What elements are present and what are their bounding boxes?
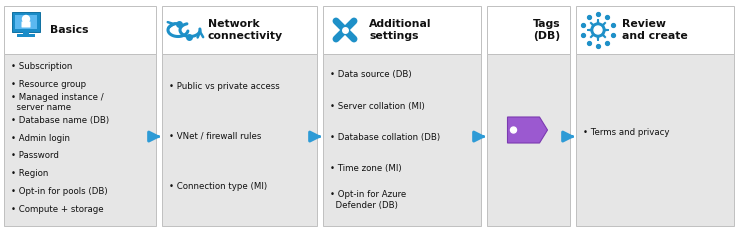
FancyBboxPatch shape xyxy=(15,15,37,29)
Polygon shape xyxy=(587,29,591,31)
FancyBboxPatch shape xyxy=(576,54,734,226)
FancyBboxPatch shape xyxy=(487,6,570,54)
Text: • Time zone (MI): • Time zone (MI) xyxy=(330,164,401,173)
Text: • Database collation (DB): • Database collation (DB) xyxy=(330,133,440,142)
Polygon shape xyxy=(597,37,600,41)
Circle shape xyxy=(22,15,30,22)
FancyBboxPatch shape xyxy=(22,21,30,27)
Text: • Opt-in for Azure
  Defender (DB): • Opt-in for Azure Defender (DB) xyxy=(330,190,407,210)
FancyBboxPatch shape xyxy=(162,54,317,226)
Text: • Managed instance /
  server name: • Managed instance / server name xyxy=(11,93,104,112)
FancyBboxPatch shape xyxy=(323,6,481,54)
Text: • Admin login: • Admin login xyxy=(11,134,70,143)
Text: Additional
settings: Additional settings xyxy=(369,19,432,41)
Text: • Region: • Region xyxy=(11,169,48,178)
Polygon shape xyxy=(602,21,606,26)
FancyBboxPatch shape xyxy=(4,6,156,54)
Circle shape xyxy=(594,26,602,34)
Text: Tags
(DB): Tags (DB) xyxy=(533,19,561,41)
FancyBboxPatch shape xyxy=(487,54,570,226)
Text: • Terms and privacy: • Terms and privacy xyxy=(583,128,669,137)
Circle shape xyxy=(510,127,516,133)
Text: • Subscription: • Subscription xyxy=(11,62,73,71)
Polygon shape xyxy=(605,29,609,31)
Text: • Password: • Password xyxy=(11,152,59,161)
Polygon shape xyxy=(508,117,548,143)
Text: • Server collation (MI): • Server collation (MI) xyxy=(330,102,424,111)
FancyBboxPatch shape xyxy=(576,6,734,54)
Polygon shape xyxy=(590,21,594,26)
FancyBboxPatch shape xyxy=(323,54,481,226)
Polygon shape xyxy=(602,34,606,38)
Text: • Data source (DB): • Data source (DB) xyxy=(330,70,412,79)
FancyBboxPatch shape xyxy=(4,54,156,226)
Text: • Compute + storage: • Compute + storage xyxy=(11,205,104,214)
Text: • Opt-in for pools (DB): • Opt-in for pools (DB) xyxy=(11,187,108,196)
Text: Basics: Basics xyxy=(50,25,88,35)
FancyBboxPatch shape xyxy=(12,12,40,32)
Polygon shape xyxy=(590,34,594,38)
Polygon shape xyxy=(597,19,600,23)
Text: • Public vs private access: • Public vs private access xyxy=(169,82,280,91)
Text: • Connection type (MI): • Connection type (MI) xyxy=(169,182,267,191)
FancyBboxPatch shape xyxy=(17,34,35,37)
Text: • Database name (DB): • Database name (DB) xyxy=(11,116,109,125)
FancyBboxPatch shape xyxy=(23,31,29,35)
Text: • Resource group: • Resource group xyxy=(11,80,86,89)
Text: Network
connectivity: Network connectivity xyxy=(208,19,283,41)
Text: Review
and create: Review and create xyxy=(622,19,688,41)
FancyBboxPatch shape xyxy=(162,6,317,54)
Text: • VNet / firewall rules: • VNet / firewall rules xyxy=(169,132,261,141)
Circle shape xyxy=(591,23,605,37)
